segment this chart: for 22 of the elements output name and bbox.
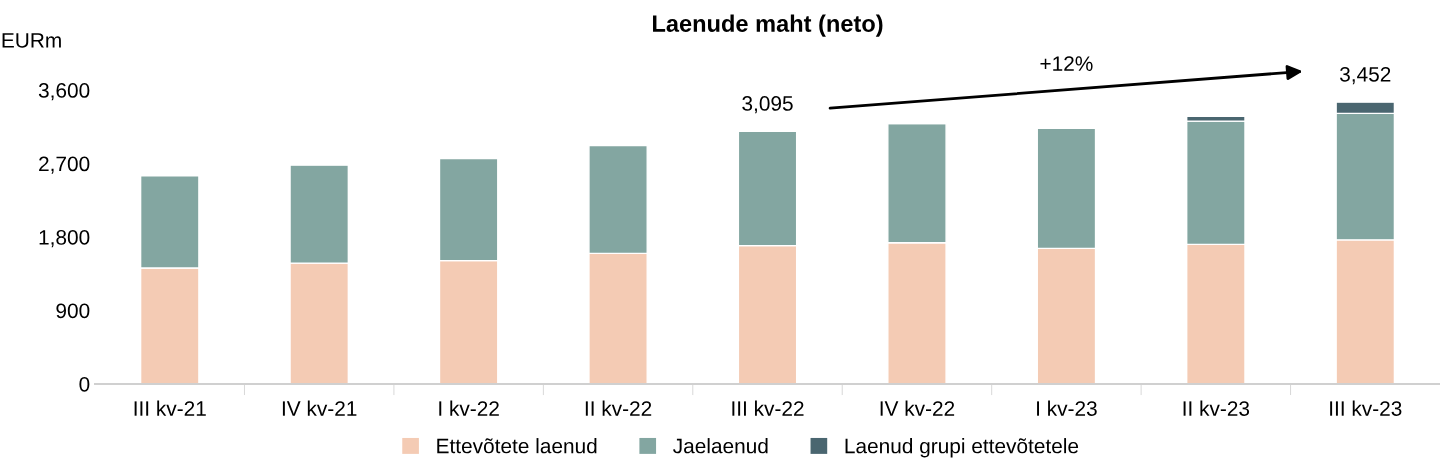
x-tick-label: I kv-22 [439,400,499,416]
total-label: 3,095 [742,96,793,114]
x-tick-label: IV kv-21 [282,400,357,416]
total-label: 3,452 [1340,66,1391,85]
x-tick-label: III kv-22 [732,400,804,416]
y-tick-label: 1,800 [39,230,90,248]
y-tick-label: 0 [79,376,90,392]
y-tick-label: 2,700 [39,156,90,174]
x-tick-label: III kv-21 [134,400,206,416]
x-tick-label: II kv-22 [585,400,652,416]
y-tick-label: 900 [56,303,90,319]
y-tick-label: 3,600 [38,83,90,101]
chart-title: Laenude maht (neto) [653,14,883,37]
text: +12% [1040,56,1093,71]
x-tick-label: I kv-23 [1037,400,1097,416]
x-tick-label: III kv-23 [1330,400,1402,416]
legend-label: Laenud grupi ettevõtetele [845,438,1079,458]
legend-label: Ettevõtete laenud [437,438,597,454]
y-axis-title: EURm [2,33,61,48]
legend-label: Jaelaenud [673,438,768,454]
x-tick-label: IV kv-22 [880,400,955,416]
x-tick-label: II kv-23 [1183,400,1250,416]
